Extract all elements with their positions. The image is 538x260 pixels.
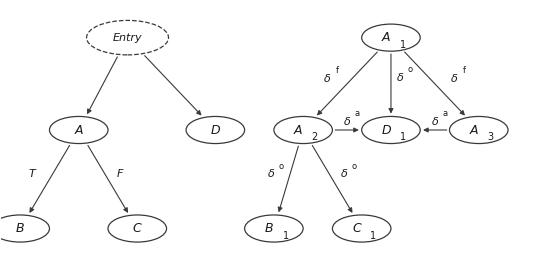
Text: δ: δ bbox=[341, 169, 348, 179]
Text: f: f bbox=[463, 66, 465, 75]
Text: A: A bbox=[294, 124, 302, 136]
Ellipse shape bbox=[108, 215, 167, 242]
Ellipse shape bbox=[449, 116, 508, 144]
Text: 1: 1 bbox=[400, 132, 406, 142]
Text: a: a bbox=[354, 109, 359, 119]
Text: o: o bbox=[278, 162, 284, 171]
Text: 1: 1 bbox=[282, 231, 289, 241]
Text: 2: 2 bbox=[312, 132, 318, 142]
Ellipse shape bbox=[245, 215, 303, 242]
Text: C: C bbox=[352, 222, 361, 235]
Text: 1: 1 bbox=[370, 231, 377, 241]
Text: D: D bbox=[210, 124, 220, 136]
Text: 1: 1 bbox=[400, 40, 406, 50]
Ellipse shape bbox=[274, 116, 332, 144]
Text: o: o bbox=[351, 162, 357, 171]
Text: B: B bbox=[16, 222, 25, 235]
Ellipse shape bbox=[87, 20, 168, 55]
Text: δ: δ bbox=[451, 74, 458, 84]
Ellipse shape bbox=[186, 116, 245, 144]
Ellipse shape bbox=[49, 116, 108, 144]
Text: 3: 3 bbox=[487, 132, 493, 142]
Text: a: a bbox=[442, 109, 447, 119]
Text: A: A bbox=[470, 124, 478, 136]
Text: δ: δ bbox=[267, 169, 274, 179]
Text: δ: δ bbox=[344, 117, 350, 127]
Ellipse shape bbox=[332, 215, 391, 242]
Text: Entry: Entry bbox=[113, 33, 143, 43]
Text: f: f bbox=[336, 66, 339, 75]
Text: A: A bbox=[382, 31, 391, 44]
Text: δ: δ bbox=[431, 117, 438, 127]
Text: D: D bbox=[381, 124, 391, 136]
Ellipse shape bbox=[362, 116, 420, 144]
Ellipse shape bbox=[362, 24, 420, 51]
Text: A: A bbox=[74, 124, 83, 136]
Text: o: o bbox=[408, 65, 413, 74]
Text: C: C bbox=[133, 222, 141, 235]
Text: δ: δ bbox=[398, 73, 404, 83]
Text: F: F bbox=[117, 169, 123, 179]
Text: B: B bbox=[265, 222, 273, 235]
Text: T: T bbox=[29, 169, 36, 179]
Ellipse shape bbox=[0, 215, 49, 242]
Text: δ: δ bbox=[324, 74, 331, 84]
